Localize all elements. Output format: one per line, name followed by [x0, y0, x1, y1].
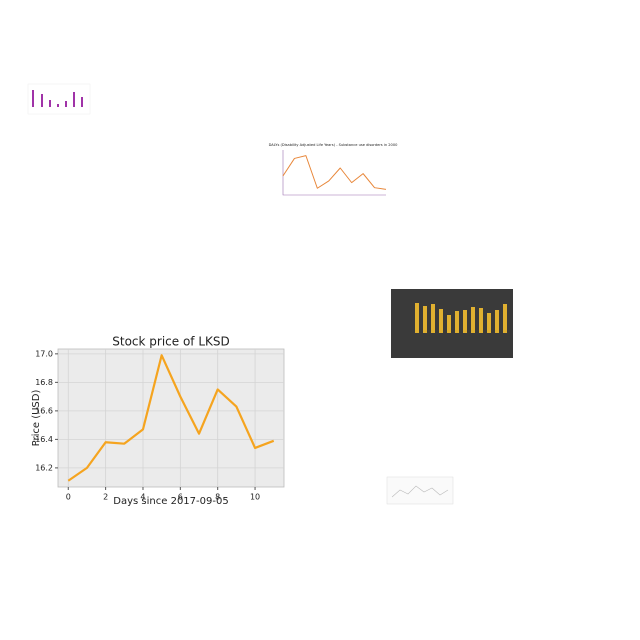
- y-tick-label: 17.0: [35, 349, 53, 358]
- thumb-bar: [455, 311, 459, 333]
- chart-title: Stock price of LKSD: [112, 335, 230, 349]
- x-axis-label: Days since 2017-09-05: [113, 496, 228, 507]
- thumb-bar: [463, 310, 467, 333]
- line-series: [67, 354, 275, 482]
- thumb-bar: [439, 309, 443, 333]
- y-tick-label: 16.4: [35, 435, 53, 444]
- thumb-bar: [423, 306, 427, 333]
- thumb-frame: [391, 289, 513, 358]
- thumb-bar: [479, 308, 483, 333]
- thumb-bar: [431, 304, 435, 333]
- thumb-bar: [503, 304, 507, 333]
- y-tick-label: 16.6: [35, 406, 53, 415]
- thumb-bar: [495, 310, 499, 333]
- y-axis-label: Price (USD): [31, 390, 42, 447]
- thumbnail-scatter: [386, 476, 454, 505]
- x-tick-label: 2: [103, 493, 108, 502]
- chart-title: DALYs (Disability Adjusted Life Years) -…: [269, 143, 399, 147]
- y-tick-label: 16.2: [35, 463, 53, 472]
- thumbnail-dark-bar-chart: [391, 289, 513, 358]
- thumb-bar: [65, 101, 67, 107]
- thumb-bar: [447, 315, 451, 333]
- line-series: [282, 155, 387, 190]
- thumb-bar: [49, 100, 51, 107]
- thumb-bar: [41, 94, 43, 107]
- plot-area: [57, 348, 285, 488]
- thumb-bar: [73, 92, 75, 107]
- thumb-bar: [487, 313, 491, 333]
- thumb-line: [391, 485, 449, 498]
- x-tick-label: 6: [178, 493, 183, 502]
- thumbnail-bar-chart: [27, 83, 91, 115]
- y-tick-label: 16.8: [35, 378, 53, 387]
- plot-area: [283, 150, 386, 195]
- x-tick-label: 4: [140, 493, 145, 502]
- thumb-bar: [57, 104, 59, 107]
- thumb-bar: [81, 97, 83, 107]
- x-tick-label: 0: [66, 493, 71, 502]
- axis-line: [282, 150, 386, 196]
- thumb-frame: [27, 83, 91, 115]
- thumb-bar: [32, 90, 34, 107]
- x-tick-label: 10: [250, 493, 260, 502]
- thumb-bar: [471, 307, 475, 333]
- x-tick-label: 8: [215, 493, 220, 502]
- thumb-frame: [386, 476, 454, 505]
- thumb-bar: [415, 303, 419, 333]
